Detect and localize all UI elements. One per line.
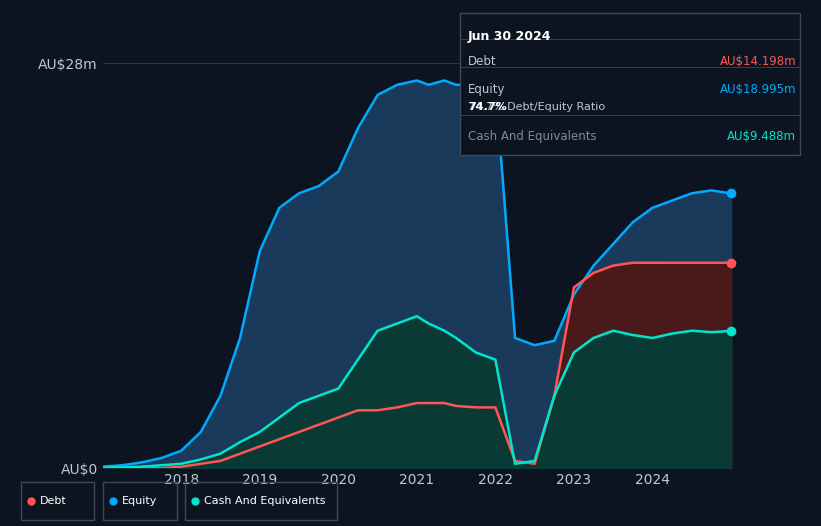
Text: Cash And Equivalents: Cash And Equivalents — [204, 495, 326, 506]
Text: AU$9.488m: AU$9.488m — [727, 130, 796, 144]
FancyBboxPatch shape — [460, 13, 800, 155]
Text: 74.7%: 74.7% — [468, 102, 507, 112]
Text: Jun 30 2024: Jun 30 2024 — [468, 30, 552, 43]
Text: 74.7% Debt/Equity Ratio: 74.7% Debt/Equity Ratio — [468, 102, 605, 112]
Text: Equity: Equity — [468, 83, 506, 96]
Text: Debt: Debt — [40, 495, 67, 506]
Text: AU$14.198m: AU$14.198m — [720, 55, 796, 68]
Text: Equity: Equity — [122, 495, 158, 506]
Text: Debt: Debt — [468, 55, 497, 68]
Text: Cash And Equivalents: Cash And Equivalents — [468, 130, 597, 144]
Text: AU$18.995m: AU$18.995m — [720, 83, 796, 96]
